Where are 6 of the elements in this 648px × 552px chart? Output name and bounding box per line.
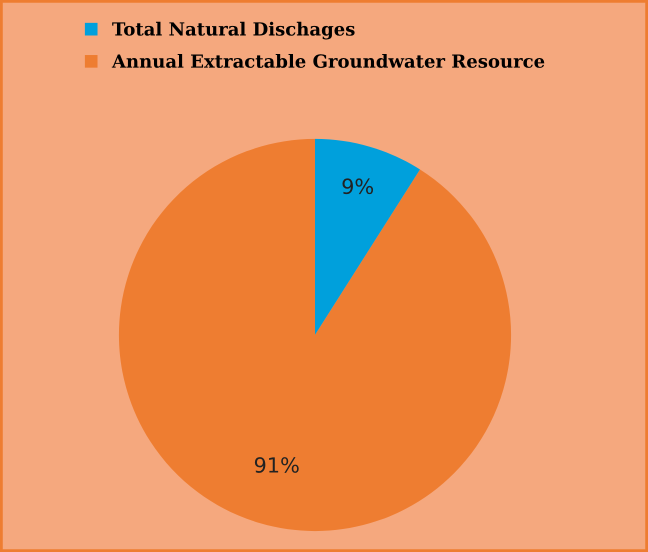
pie-slice — [118, 138, 512, 532]
pie-slice — [315, 138, 420, 335]
data-label: 9% — [342, 178, 374, 194]
legend-label: Annual Extractable Groundwater Resource — [112, 54, 544, 68]
data-label: 91% — [254, 457, 299, 473]
legend-label: Total Natural Dischages — [112, 22, 355, 40]
